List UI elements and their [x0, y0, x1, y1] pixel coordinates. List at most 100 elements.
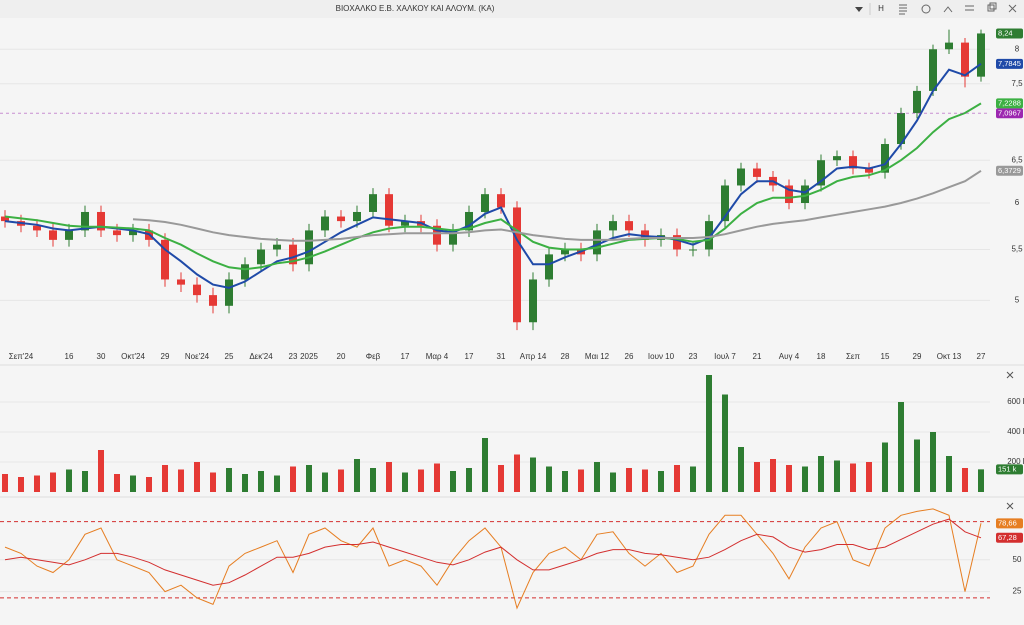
candle-body — [513, 207, 521, 323]
y-tick-label: 6 — [1015, 198, 1020, 207]
volume-bar — [242, 474, 248, 492]
value-badge-label: 6,3729 — [998, 166, 1021, 175]
candle-body — [625, 221, 633, 231]
x-tick-label: 30 — [97, 352, 106, 361]
candle-body — [753, 168, 761, 177]
candle-body — [449, 230, 457, 245]
volume-bar — [594, 462, 600, 492]
candle-body — [177, 279, 185, 285]
candle-body — [1, 216, 9, 222]
candle-body — [977, 33, 985, 77]
volume-bar — [274, 475, 280, 492]
x-tick-label: Σεπ'24 — [9, 352, 34, 361]
value-badge-label: 7,2288 — [998, 98, 1021, 107]
volume-bar — [530, 457, 536, 492]
volume-bar — [626, 468, 632, 492]
volume-bar — [146, 477, 152, 492]
value-badge-label: 7,0967 — [998, 108, 1021, 117]
candle-body — [65, 230, 73, 240]
x-tick-label: 17 — [465, 352, 474, 361]
value-badge — [996, 532, 1023, 543]
candle-body — [801, 185, 809, 203]
volume-bar — [706, 375, 712, 492]
candle-body — [609, 221, 617, 231]
volume-bar — [770, 459, 776, 492]
x-tick-label: Ιουν 10 — [648, 352, 675, 361]
candle-body — [849, 156, 857, 169]
x-tick-label: 17 — [401, 352, 410, 361]
volume-bar — [546, 466, 552, 492]
volume-bar — [578, 469, 584, 492]
x-tick-label: 2025 — [300, 352, 318, 361]
candle-body — [33, 225, 41, 231]
candle-body — [481, 194, 489, 212]
candle-body — [161, 239, 169, 280]
volume-bar — [978, 469, 984, 492]
candle-body — [289, 244, 297, 265]
candle-body — [273, 244, 281, 250]
volume-bar — [882, 442, 888, 492]
volume-bar — [482, 438, 488, 492]
dropdown[interactable] — [855, 7, 863, 12]
x-tick-label: Νοε'24 — [185, 352, 210, 361]
y-tick-label: 5 — [1015, 296, 1020, 305]
volume-bar — [658, 471, 664, 492]
candle-body — [721, 185, 729, 222]
x-tick-label: 29 — [913, 352, 922, 361]
x-tick-label: 29 — [161, 352, 170, 361]
moving-average — [4, 62, 982, 289]
volume-bar — [306, 465, 312, 492]
toolbar-icons[interactable] — [899, 2, 1017, 15]
volume-bar — [786, 465, 792, 492]
moving-average — [4, 102, 982, 271]
x-tick-label: 16 — [65, 352, 74, 361]
volume-bar — [386, 462, 392, 492]
candle-body — [401, 221, 409, 226]
candle-body — [881, 144, 889, 173]
x-tick-label: Μαρ 4 — [426, 352, 449, 361]
volume-bar — [946, 456, 952, 492]
volume-bar — [82, 471, 88, 492]
candle-body — [737, 168, 745, 186]
volume-bar — [258, 471, 264, 492]
x-tick-label: 31 — [497, 352, 506, 361]
value-badge-label: 78,66 — [998, 518, 1017, 527]
volume-bar — [642, 469, 648, 492]
x-tick-label: 20 — [337, 352, 346, 361]
y-tick-label: 200 k — [1007, 457, 1024, 466]
y-tick-label: 5,5 — [1011, 245, 1023, 254]
x-tick-label: Μαι 12 — [585, 352, 610, 361]
volume-bar — [338, 469, 344, 492]
volume-bar — [322, 472, 328, 492]
x-tick-label: Σεπ — [846, 352, 861, 361]
x-tick-label: Αυγ 4 — [779, 352, 800, 361]
volume-bar — [498, 465, 504, 492]
volume-bar — [754, 462, 760, 492]
candle-body — [337, 216, 345, 222]
volume-bar — [466, 468, 472, 492]
volume-bar — [370, 468, 376, 492]
candle-body — [817, 160, 825, 186]
x-tick-label: 27 — [977, 352, 986, 361]
close-pane[interactable] — [1006, 371, 1014, 379]
volume-bar — [866, 462, 872, 492]
candle-body — [321, 216, 329, 231]
close-pane[interactable] — [1006, 502, 1014, 510]
candle-body — [833, 156, 841, 161]
candle-body — [593, 230, 601, 255]
value-badge-label: 7,7845 — [998, 59, 1021, 68]
candle-body — [705, 221, 713, 250]
candle-body — [689, 249, 697, 251]
volume-bar — [450, 471, 456, 492]
candle-body — [353, 211, 361, 222]
volume-bar — [194, 462, 200, 492]
volume-bar — [354, 459, 360, 492]
candle-body — [673, 235, 681, 250]
volume-bar — [114, 474, 120, 492]
y-tick-label: 600 k — [1007, 397, 1024, 406]
x-tick-label: Οκτ'24 — [121, 352, 145, 361]
candle-body — [433, 225, 441, 245]
volume-bar — [418, 469, 424, 492]
h-button[interactable]: H — [878, 4, 884, 13]
volume-bar — [226, 468, 232, 492]
